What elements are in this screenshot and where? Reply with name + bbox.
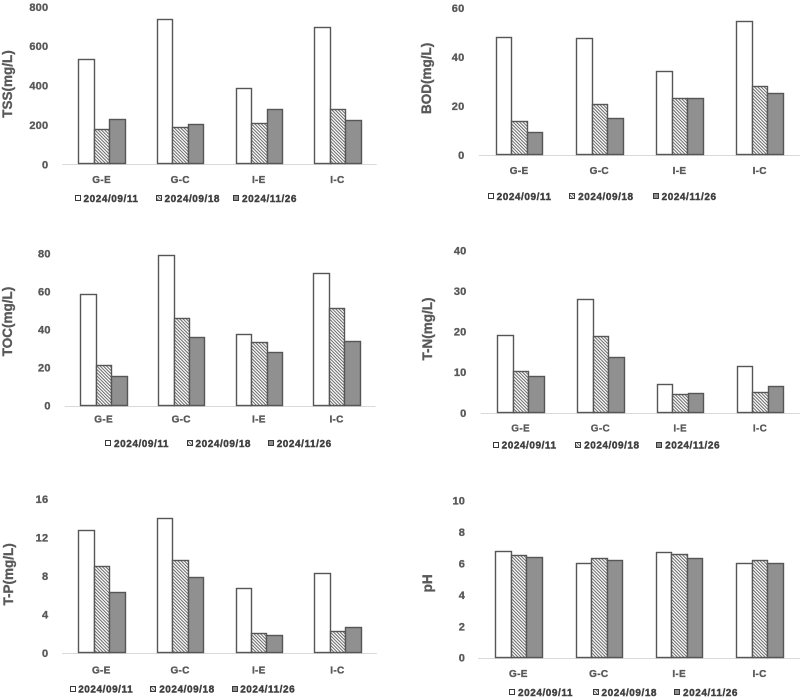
svg-text:G-C: G-C [170,666,189,677]
svg-text:2024/09/11: 2024/09/11 [114,439,169,450]
svg-text:2024/11/26: 2024/11/26 [242,194,297,205]
svg-text:40: 40 [38,325,51,337]
svg-text:8: 8 [459,527,465,539]
svg-text:16: 16 [36,494,49,506]
svg-text:2024/09/18: 2024/09/18 [578,192,634,203]
svg-text:G-E: G-E [92,666,111,677]
svg-text:TOC(mg/L): TOC(mg/L) [0,287,15,357]
svg-text:2024/09/11: 2024/09/11 [502,441,557,452]
svg-text:pH: pH [420,574,435,592]
svg-text:T-N(mg/L): T-N(mg/L) [420,298,435,361]
svg-text:60: 60 [38,287,51,299]
svg-text:I-C: I-C [753,166,767,177]
svg-text:TSS(mg/L): TSS(mg/L) [0,50,15,118]
svg-text:2024/09/18: 2024/09/18 [165,194,221,205]
svg-text:G-C: G-C [590,166,609,177]
svg-text:0: 0 [459,653,465,665]
svg-text:4: 4 [459,590,466,602]
svg-text:0: 0 [44,401,50,413]
svg-text:G-C: G-C [591,424,610,435]
svg-text:40: 40 [452,52,465,64]
svg-text:12: 12 [36,532,49,544]
svg-text:T-P(mg/L): T-P(mg/L) [1,543,16,605]
svg-text:I-E: I-E [252,414,266,425]
svg-text:I-C: I-C [330,175,344,186]
svg-text:I-E: I-E [252,175,266,186]
svg-text:30: 30 [454,286,467,298]
svg-text:20: 20 [452,101,465,113]
svg-text:I-C: I-C [753,424,767,435]
svg-text:0: 0 [458,150,464,162]
svg-text:2024/11/26: 2024/11/26 [277,439,332,450]
svg-text:20: 20 [38,363,51,375]
svg-text:8: 8 [42,571,48,583]
svg-text:2024/09/11: 2024/09/11 [497,192,552,203]
svg-text:200: 200 [29,120,48,132]
svg-text:G-C: G-C [589,669,608,680]
svg-text:20: 20 [454,327,467,339]
svg-text:2024/09/18: 2024/09/18 [196,439,252,450]
svg-text:BOD(mg/L): BOD(mg/L) [419,43,434,114]
svg-text:0: 0 [460,408,466,420]
svg-text:G-C: G-C [172,414,191,425]
svg-text:2024/09/11: 2024/09/11 [78,685,133,696]
svg-text:I-E: I-E [673,424,687,435]
svg-text:60: 60 [452,3,465,15]
svg-text:G-C: G-C [171,175,190,186]
svg-text:I-C: I-C [752,669,766,680]
svg-text:0: 0 [42,648,48,660]
svg-text:4: 4 [42,610,49,622]
svg-text:400: 400 [29,81,48,93]
svg-text:G-E: G-E [509,669,528,680]
svg-text:800: 800 [29,2,48,14]
svg-text:G-E: G-E [510,166,529,177]
svg-text:0: 0 [42,159,48,171]
svg-text:2024/09/18: 2024/09/18 [584,441,640,452]
svg-text:I-E: I-E [673,166,687,177]
svg-text:G-E: G-E [94,414,113,425]
svg-text:10: 10 [454,367,467,379]
svg-text:600: 600 [29,41,48,53]
svg-text:2024/09/11: 2024/09/11 [84,194,139,205]
svg-text:I-E: I-E [252,666,266,677]
svg-text:2024/11/26: 2024/11/26 [240,685,295,696]
svg-text:2024/09/18: 2024/09/18 [159,685,215,696]
svg-text:2024/11/26: 2024/11/26 [662,192,717,203]
svg-text:I-C: I-C [329,414,343,425]
svg-text:40: 40 [454,246,467,258]
svg-text:I-E: I-E [672,669,686,680]
svg-text:2024/11/26: 2024/11/26 [683,688,738,699]
svg-text:10: 10 [452,496,465,508]
svg-text:G-E: G-E [92,175,111,186]
svg-text:I-C: I-C [330,666,344,677]
svg-text:2024/09/18: 2024/09/18 [602,688,658,699]
svg-text:G-E: G-E [511,424,530,435]
svg-text:80: 80 [38,249,51,261]
svg-text:2024/09/11: 2024/09/11 [518,688,573,699]
svg-text:2024/11/26: 2024/11/26 [665,441,720,452]
svg-text:2: 2 [459,621,465,633]
svg-text:6: 6 [459,558,465,570]
